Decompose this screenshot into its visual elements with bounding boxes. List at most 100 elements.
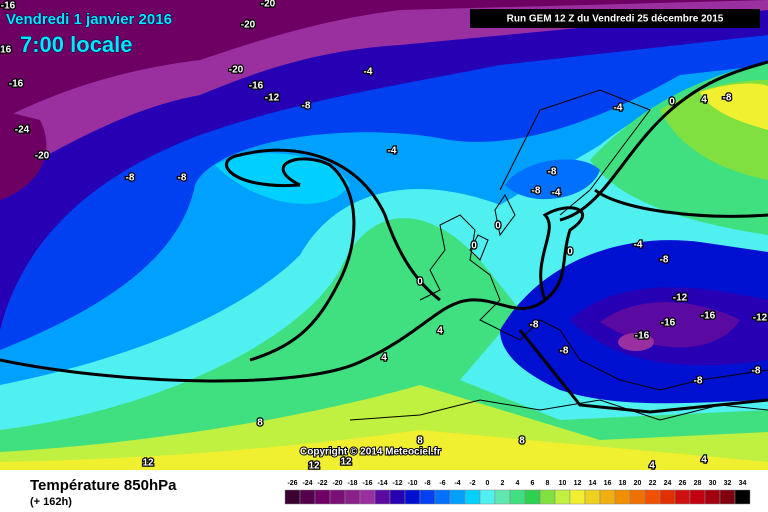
color-swatch bbox=[284, 489, 301, 505]
color-swatch bbox=[509, 489, 526, 505]
scale-label: -8 bbox=[424, 480, 430, 487]
isotherm-label: 4 bbox=[381, 353, 387, 364]
isotherm-label: 0 bbox=[471, 241, 477, 252]
isotherm-label: -4 bbox=[614, 103, 623, 114]
scale-label: 22 bbox=[649, 480, 657, 487]
scale-label: -26 bbox=[287, 480, 297, 487]
scale-label: -14 bbox=[377, 480, 387, 487]
coastlines bbox=[349, 89, 768, 421]
scale-label: -20 bbox=[332, 480, 342, 487]
scale-label: -6 bbox=[439, 480, 445, 487]
lead-time: (+ 162h) bbox=[30, 496, 72, 508]
color-swatch bbox=[539, 489, 556, 505]
isotherm-label: 0 bbox=[669, 97, 675, 108]
isotherm-label: -12 bbox=[673, 293, 688, 304]
scale-label: 8 bbox=[546, 480, 550, 487]
scale-label: 32 bbox=[724, 480, 732, 487]
scale-label: 6 bbox=[531, 480, 535, 487]
color-swatch bbox=[704, 489, 721, 505]
scale-label: 10 bbox=[559, 480, 567, 487]
run-box bbox=[470, 9, 760, 28]
zero-isotherm bbox=[0, 60, 768, 414]
color-swatch bbox=[299, 489, 316, 505]
isotherm-label: -20 bbox=[35, 151, 50, 162]
color-swatch bbox=[629, 489, 646, 505]
isotherm-label: -16 bbox=[701, 311, 716, 322]
isotherm-label: -20 bbox=[261, 0, 276, 10]
isotherm-label: 0 bbox=[495, 221, 501, 232]
color-swatch bbox=[554, 489, 571, 505]
color-swatch bbox=[614, 489, 631, 505]
isotherm-label: 8 bbox=[519, 436, 525, 447]
isotherm-label: -8 bbox=[126, 173, 135, 184]
color-swatch bbox=[329, 489, 346, 505]
isotherm-label: -8 bbox=[723, 93, 732, 104]
isotherm-label: -8 bbox=[532, 186, 541, 197]
color-swatch bbox=[344, 489, 361, 505]
isotherm-label: 4 bbox=[701, 455, 707, 466]
isotherm-label: -16 bbox=[249, 81, 264, 92]
color-swatch bbox=[314, 489, 331, 505]
isotherm-labels: -16-20-20-16-16-24-20-20-16-12-8-4-4-8-8… bbox=[0, 0, 768, 473]
color-swatch bbox=[419, 489, 436, 505]
color-swatch bbox=[479, 489, 496, 505]
color-swatch bbox=[524, 489, 541, 505]
isotherm-label: -8 bbox=[530, 320, 539, 331]
scale-label: 20 bbox=[634, 480, 642, 487]
scale-label: -12 bbox=[392, 480, 402, 487]
color-swatch bbox=[494, 489, 511, 505]
color-scale: -26 -24 -22 -20 -18 -16 -14 -12 -10 -8 -6 -4 -2 0 2 4 6 8… bbox=[284, 480, 751, 505]
color-swatch bbox=[734, 489, 751, 505]
scale-label: 26 bbox=[679, 480, 687, 487]
isotherm-label: -16 bbox=[1, 1, 16, 12]
color-swatch bbox=[659, 489, 676, 505]
isotherm-label: 0 bbox=[417, 277, 423, 288]
scale-label: 0 bbox=[486, 480, 490, 487]
isotherm-label: -16 bbox=[635, 331, 650, 342]
scale-label: 34 bbox=[739, 480, 747, 487]
isotherm-label: 4 bbox=[649, 461, 655, 472]
color-swatch bbox=[644, 489, 661, 505]
isotherm-label: -8 bbox=[560, 346, 569, 357]
color-swatch bbox=[569, 489, 586, 505]
isotherm-label: -4 bbox=[364, 67, 373, 78]
scale-label: 18 bbox=[619, 480, 627, 487]
scale-label: 4 bbox=[516, 480, 520, 487]
isotherm-label: -8 bbox=[178, 173, 187, 184]
isotherm-label: 4 bbox=[437, 326, 443, 337]
isotherm-label: -4 bbox=[552, 188, 561, 199]
color-swatch bbox=[404, 489, 421, 505]
isotherm-label: -16 bbox=[0, 45, 12, 56]
color-swatch bbox=[689, 489, 706, 505]
isotherm-label: -20 bbox=[241, 20, 256, 31]
scale-label: -16 bbox=[362, 480, 372, 487]
color-swatch bbox=[449, 489, 466, 505]
scale-label: 28 bbox=[694, 480, 702, 487]
isotherm-label: -20 bbox=[229, 65, 244, 76]
footer-title: Température 850hPa bbox=[30, 477, 177, 494]
isotherm-label: 12 bbox=[340, 457, 352, 468]
scale-label: -10 bbox=[407, 480, 417, 487]
color-swatch bbox=[674, 489, 691, 505]
scale-label: 24 bbox=[664, 480, 672, 487]
color-swatch bbox=[389, 489, 406, 505]
scale-label: 16 bbox=[604, 480, 612, 487]
isotherm-label: -16 bbox=[661, 318, 676, 329]
color-swatch bbox=[464, 489, 481, 505]
isotherm-label: 8 bbox=[417, 436, 423, 447]
isotherm-label: -16 bbox=[9, 79, 24, 90]
isotherm-label: -24 bbox=[15, 125, 30, 136]
isotherm-label: -8 bbox=[752, 366, 761, 377]
isotherm-label: 4 bbox=[701, 95, 707, 106]
isotherm-label: -12 bbox=[265, 93, 280, 104]
temperature-field bbox=[0, 0, 768, 470]
scale-label: 12 bbox=[574, 480, 582, 487]
scale-label: -18 bbox=[347, 480, 357, 487]
isotherm-label: 12 bbox=[308, 461, 320, 472]
scale-label: -2 bbox=[469, 480, 475, 487]
isotherm-label: 0 bbox=[567, 247, 573, 258]
color-swatch bbox=[719, 489, 736, 505]
isotherm-label: -8 bbox=[548, 167, 557, 178]
scale-label: 14 bbox=[589, 480, 597, 487]
color-swatch bbox=[359, 489, 376, 505]
